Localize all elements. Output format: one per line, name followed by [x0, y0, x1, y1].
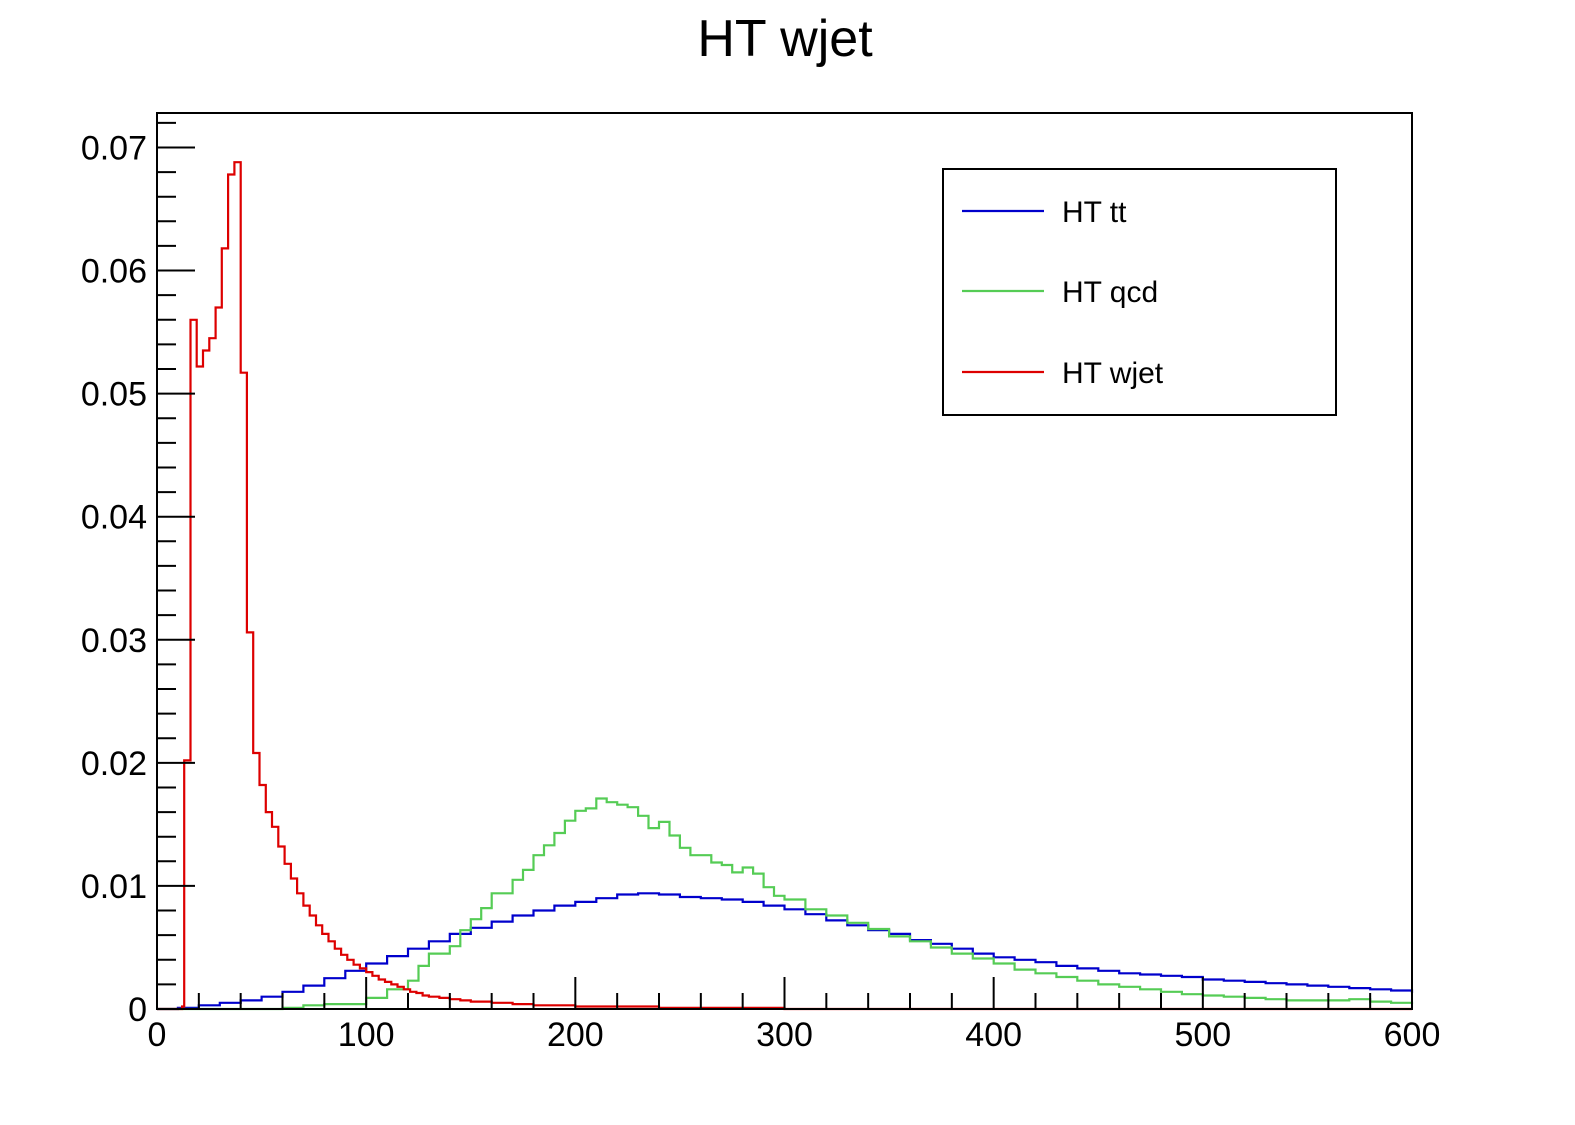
legend-entry-ht-wjet: HT wjet — [1062, 357, 1164, 390]
series-line-ht-wjet — [157, 161, 1412, 1011]
y-tick-label: 0.04 — [81, 499, 147, 537]
y-tick-label: 0.05 — [81, 376, 147, 414]
y-tick-label: 0.06 — [81, 253, 147, 291]
x-tick-label: 600 — [1384, 1016, 1441, 1054]
chart-title: HT wjet — [697, 10, 873, 68]
y-tick-label: 0.07 — [81, 129, 147, 167]
legend-entry-ht-tt: HT tt — [1062, 196, 1127, 229]
x-tick-label: 500 — [1174, 1016, 1231, 1054]
y-tick-label: 0 — [128, 991, 147, 1029]
series-line-ht-qcd — [157, 797, 1414, 1011]
y-tick-label: 0.01 — [81, 868, 147, 906]
x-tick-label: 300 — [756, 1016, 813, 1054]
legend-entry-ht-qcd: HT qcd — [1062, 276, 1158, 309]
x-axis: 0 100 200 300 400 500 600 — [148, 977, 1441, 1054]
x-tick-label: 400 — [965, 1016, 1022, 1054]
y-tick-label: 0.03 — [81, 622, 147, 660]
y-axis: 0 0.01 0.02 0.03 0.04 0.05 0.06 0.07 — [81, 121, 195, 1029]
x-tick-label: 200 — [547, 1016, 604, 1054]
x-tick-label: 100 — [338, 1016, 395, 1054]
x-tick-label: 0 — [148, 1016, 167, 1054]
y-tick-label: 0.02 — [81, 745, 147, 783]
legend: HT tt HT qcd HT wjet — [942, 168, 1337, 416]
